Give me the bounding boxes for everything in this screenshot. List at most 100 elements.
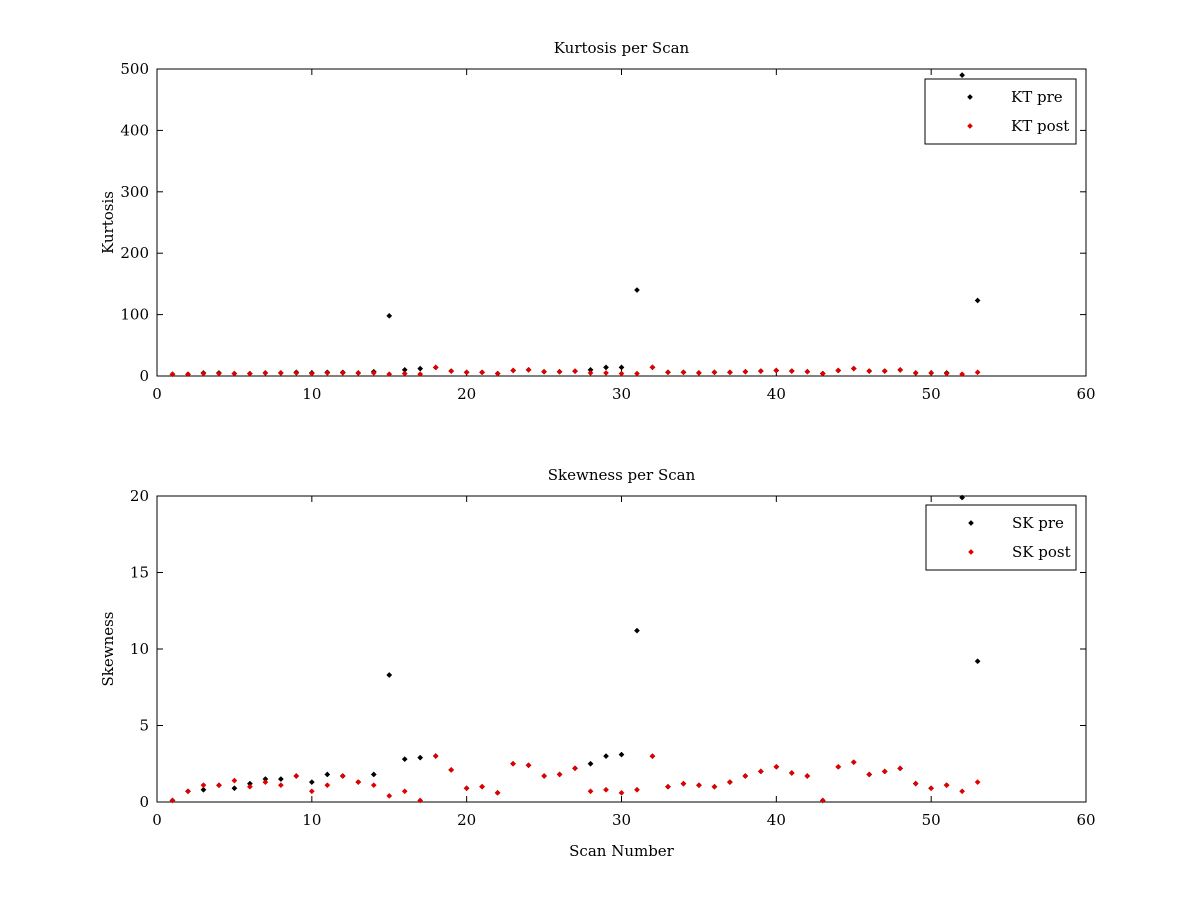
chart-1-series-kt-pre: [169, 72, 981, 378]
chart-2-point-sk-pre: [308, 779, 315, 786]
chart-1-point-kt-pre: [974, 297, 981, 304]
chart-2-point-sk-pre: [231, 785, 238, 792]
chart-1-x-tick-label: 20: [457, 385, 476, 403]
chart-2-point-sk-post: [835, 763, 842, 770]
chart-1-x-tick-label: 0: [152, 385, 162, 403]
chart-1-point-kt-post: [463, 369, 470, 376]
chart-2-point-sk-pre: [324, 771, 331, 778]
chart-1-title: Kurtosis per Scan: [554, 39, 690, 57]
chart-1-point-kt-post: [943, 370, 950, 377]
chart-2-point-sk-post: [463, 785, 470, 792]
chart-1-point-kt-post: [974, 369, 981, 376]
chart-2-point-sk-post: [169, 797, 176, 804]
chart-2-point-sk-post: [293, 773, 300, 779]
chart-2-point-sk-post: [959, 788, 966, 795]
chart-2-point-sk-post: [603, 786, 609, 793]
chart-2-point-sk-post: [386, 792, 393, 799]
chart-1-legend: KT pre KT post: [924, 78, 1077, 145]
chart-1-point-kt-post: [959, 371, 966, 378]
chart-2-point-sk-post: [618, 789, 625, 796]
chart-2-point-sk-post: [185, 788, 191, 795]
chart-2-point-sk-post: [804, 773, 811, 779]
chart-1-point-kt-post: [603, 369, 609, 376]
chart-2-point-sk-post: [943, 782, 950, 789]
chart-1-legend-label-kt-post: KT post: [1011, 117, 1069, 135]
chart-2-y-tick-label: 15: [130, 564, 149, 582]
chart-1-point-kt-post: [881, 368, 888, 375]
chart-1-point-kt-post: [370, 369, 377, 376]
chart-2-point-sk-pre: [417, 754, 424, 761]
chart-1-legend-marker-kt-pre: [967, 94, 973, 100]
chart-2-point-sk-post: [355, 779, 362, 786]
chart-2-point-sk-post: [695, 782, 702, 789]
chart-2-point-sk-post: [881, 768, 888, 775]
chart-2-point-sk-post: [757, 768, 764, 775]
chart-1-x-tick-label: 10: [302, 385, 321, 403]
chart-1-point-kt-post: [277, 369, 284, 376]
chart-1-point-kt-post: [479, 369, 486, 376]
chart-2-point-sk-post: [788, 769, 795, 776]
chart-1-point-kt-post: [897, 366, 904, 373]
chart-1-y-tick-label: 0: [139, 367, 149, 385]
chart-1-point-kt-post: [355, 369, 362, 376]
chart-1-point-kt-post: [866, 368, 873, 375]
chart-2-x-tick-label: 20: [457, 811, 476, 829]
chart-2-series-sk-post: [169, 753, 981, 804]
chart-1-point-kt-post: [804, 368, 811, 375]
chart-1-point-kt-pre: [618, 364, 625, 371]
chart-2-point-sk-post: [324, 782, 331, 789]
chart-2-point-sk-post: [308, 788, 315, 795]
chart-1-point-kt-post: [572, 368, 579, 375]
chart-1-point-kt-post: [510, 367, 517, 374]
chart-2-point-sk-post: [432, 753, 439, 760]
chart-2-point-sk-pre: [974, 658, 981, 665]
chart-2-point-sk-post: [866, 771, 873, 778]
chart-2-point-sk-post: [339, 773, 346, 779]
chart-2-legend-label-sk-pre: SK pre: [1012, 514, 1064, 532]
chart-1-point-kt-post: [432, 364, 439, 371]
chart-2-point-sk-post: [246, 783, 253, 790]
chart-2-point-sk-post: [401, 788, 408, 795]
chart-2: 0 10 20 30 40 50 60 0 5 10 15 20 Skewness per Scan Sc…: [99, 466, 1096, 860]
chart-2-point-sk-pre: [603, 753, 609, 760]
chart-2-point-sk-post: [370, 782, 377, 789]
chart-2-point-sk-post: [680, 780, 687, 787]
chart-2-point-sk-post: [974, 779, 981, 786]
chart-1-point-kt-post: [401, 370, 408, 377]
chart-1: 0 10 20 30 40 50 60 0 100 200 300 400 500 Kurtosis pe…: [99, 39, 1096, 403]
chart-2-legend: SK pre SK post: [925, 504, 1077, 571]
chart-2-point-sk-post: [556, 771, 563, 778]
chart-2-point-sk-pre: [401, 756, 408, 763]
chart-2-point-sk-post: [262, 779, 269, 786]
chart-2-legend-marker-sk-post: [968, 549, 974, 555]
chart-1-point-kt-post: [680, 369, 687, 376]
chart-1-point-kt-post: [695, 369, 702, 376]
chart-2-point-sk-post: [726, 779, 733, 786]
chart-2-point-sk-post: [664, 783, 671, 790]
chart-2-point-sk-pre: [370, 771, 377, 778]
chart-2-point-sk-post: [494, 789, 501, 796]
chart-1-point-kt-pre: [959, 72, 966, 79]
chart-1-point-kt-post: [726, 369, 733, 376]
chart-2-point-sk-pre: [386, 672, 393, 678]
chart-2-y-tick-label: 20: [130, 487, 149, 505]
chart-2-series-sk-pre: [169, 494, 981, 804]
chart-1-point-kt-post: [215, 370, 222, 377]
chart-1-point-kt-post: [200, 370, 207, 377]
chart-1-y-tick-label: 500: [120, 60, 149, 78]
chart-1-y-tick-label: 400: [120, 121, 149, 139]
chart-2-point-sk-post: [215, 782, 222, 789]
chart-1-point-kt-post: [556, 368, 563, 375]
chart-2-y-axis-label: Skewness: [99, 611, 117, 686]
chart-1-x-tick-label: 40: [767, 385, 786, 403]
chart-2-point-sk-post: [231, 777, 238, 784]
chart-2-legend-marker-sk-pre: [968, 520, 974, 526]
chart-1-point-kt-post: [494, 370, 501, 377]
chart-2-x-tick-label: 60: [1076, 811, 1095, 829]
chart-1-point-kt-post: [788, 368, 795, 375]
chart-1-legend-label-kt-pre: KT pre: [1011, 88, 1063, 106]
chart-1-y-tick-label: 300: [120, 183, 149, 201]
chart-2-y-tick-label: 5: [139, 717, 149, 735]
chart-1-point-kt-post: [293, 369, 300, 376]
